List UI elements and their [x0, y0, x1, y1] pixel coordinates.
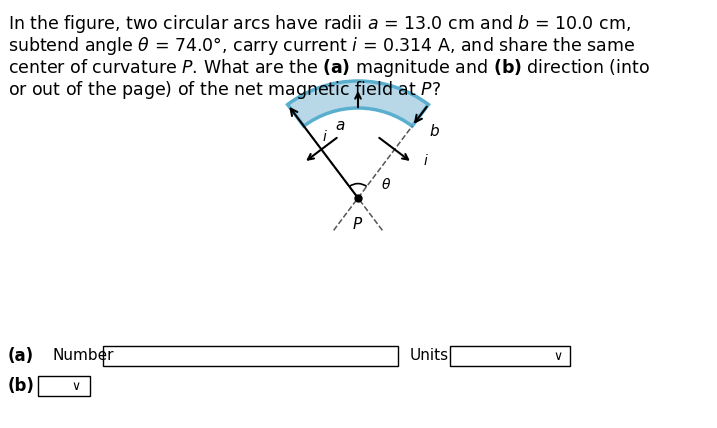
Text: ∨: ∨ — [72, 380, 80, 392]
Text: $b$: $b$ — [429, 123, 440, 139]
Text: $P$: $P$ — [353, 216, 364, 232]
Text: $\theta$: $\theta$ — [381, 176, 391, 191]
Text: subtend angle $\theta$ = 74.0°, carry current $i$ = 0.314 A, and share the same: subtend angle $\theta$ = 74.0°, carry cu… — [8, 35, 635, 57]
Text: Units: Units — [410, 348, 449, 363]
Bar — [450, 346, 570, 366]
Text: ∨: ∨ — [554, 350, 563, 363]
Bar — [38, 376, 90, 396]
Wedge shape — [288, 81, 429, 126]
Text: $i$: $i$ — [423, 153, 429, 168]
Text: $a$: $a$ — [336, 118, 346, 133]
Text: $i$: $i$ — [322, 129, 328, 144]
Text: (b): (b) — [8, 377, 35, 395]
Text: (a): (a) — [8, 347, 34, 365]
Text: or out of the page) of the net magnetic field at $P$?: or out of the page) of the net magnetic … — [8, 79, 441, 101]
Text: In the figure, two circular arcs have radii $a$ = 13.0 cm and $b$ = 10.0 cm,: In the figure, two circular arcs have ra… — [8, 13, 631, 35]
Text: Number: Number — [52, 348, 113, 363]
Bar — [103, 346, 398, 366]
Text: center of curvature $P$. What are the $\mathbf{(a)}$ magnitude and $\mathbf{(b)}: center of curvature $P$. What are the $\… — [8, 57, 650, 79]
